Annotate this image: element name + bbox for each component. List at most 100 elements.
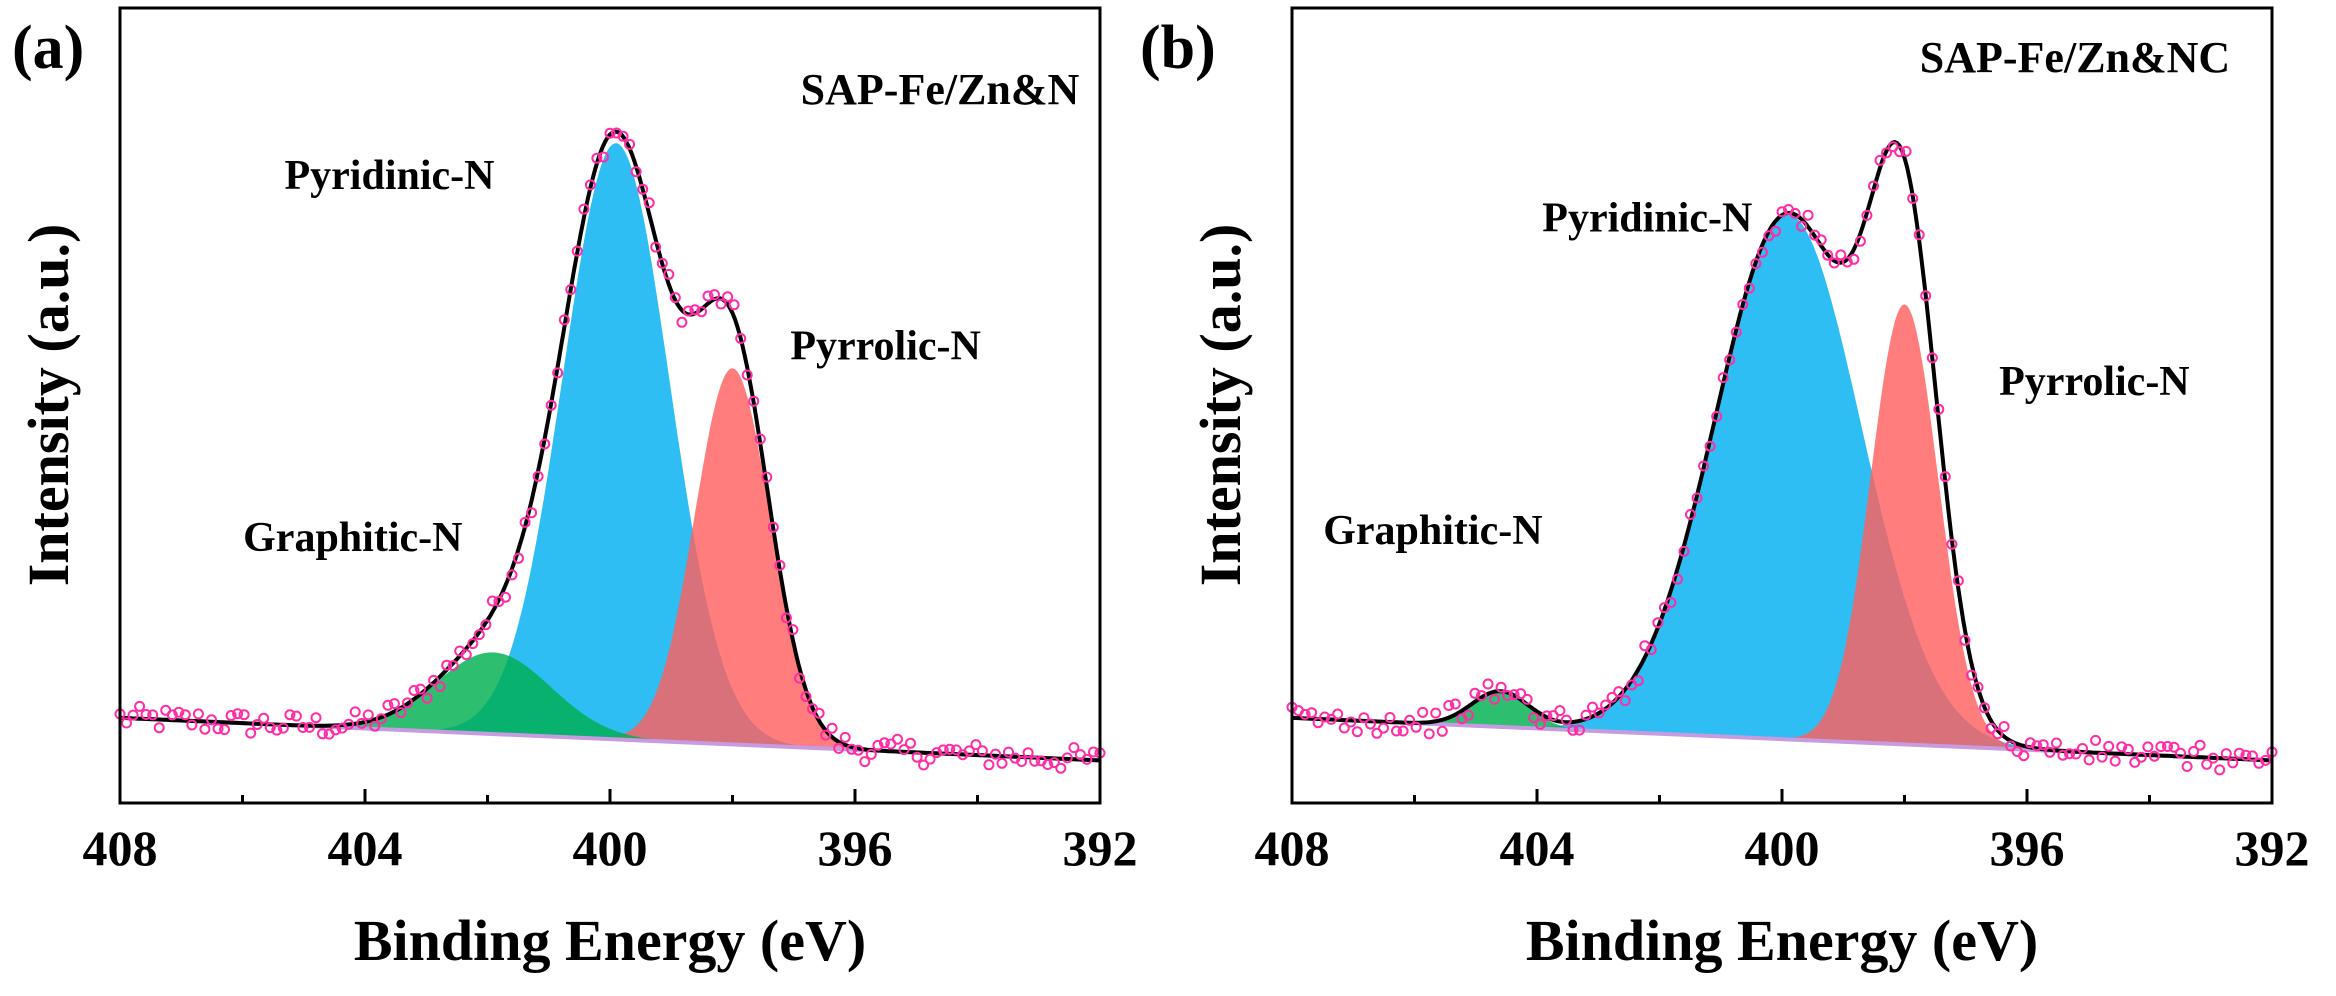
- panel-b-ticks: 408 404 400 396 392: [1255, 789, 2310, 876]
- panel-b-x-tick-label: 408: [1255, 820, 1330, 876]
- panel-a-data-point: [245, 727, 257, 739]
- panel-b-data-point: [1574, 724, 1585, 736]
- panel-b-data-point: [1907, 193, 1919, 204]
- panel-a-data-point: [539, 438, 551, 450]
- panel-b-data-point: [1449, 698, 1461, 710]
- panel-a-data-point: [284, 709, 296, 721]
- panel-a-data-point: [545, 399, 557, 411]
- panel-b-data-point: [2077, 743, 2088, 754]
- panel-b-data-point: [1776, 206, 1788, 218]
- panel-a-data-point: [277, 722, 289, 734]
- panel-a-x-tick-label: 400: [573, 820, 648, 876]
- panel-a-plot-area: [114, 127, 1106, 774]
- panel-b-data-point: [2024, 737, 2036, 749]
- panel-a-data-point: [584, 179, 596, 191]
- panel-a-data-point: [643, 197, 655, 209]
- panel-b-data-point: [2037, 739, 2049, 751]
- panel-b-data-point: [1384, 712, 1396, 723]
- panel-b-sample-label: SAP-Fe/Zn&NC: [1920, 33, 2230, 82]
- panel-b-data-point: [2148, 750, 2160, 762]
- panel-a-data-point: [513, 552, 524, 564]
- panel-a-data-point: [532, 470, 544, 482]
- panel-a-data-point: [369, 720, 381, 732]
- panel-a-data-point: [722, 291, 734, 303]
- panel-a-data-point: [153, 722, 165, 734]
- panel-b-data-point: [2155, 741, 2167, 753]
- panel-a-data-point: [578, 203, 590, 215]
- panel-b-data-point: [1685, 509, 1696, 520]
- panel-b-label-pyridinic-n: Pyridinic-N: [1542, 196, 1752, 242]
- panel-b-data-point: [2201, 758, 2213, 770]
- panel-a-fit-envelope: [119, 129, 1101, 763]
- panel-a-data-point: [251, 719, 263, 730]
- panel-a-data-point: [238, 709, 250, 721]
- panel-b-data-point: [1521, 693, 1533, 705]
- panel-b-data-point: [1319, 711, 1331, 723]
- panel-a-data-point: [604, 127, 616, 139]
- panel-a-data-point: [859, 756, 871, 768]
- panel-b-data-point: [1613, 686, 1625, 698]
- panel-a-data-point: [290, 710, 302, 722]
- panel-a-data-point: [1048, 757, 1060, 769]
- panel-a-data-point: [264, 722, 276, 734]
- panel-b-data-point: [2018, 750, 2030, 762]
- panel-a-data-point: [872, 739, 884, 751]
- panel-a-data-point: [199, 723, 211, 735]
- panel-a-data-point: [780, 612, 792, 624]
- panel-a-data-point: [709, 289, 720, 301]
- panel-b-data-point: [1462, 709, 1474, 721]
- panel-a-data-point: [212, 723, 224, 735]
- panel-b-data-point: [1835, 249, 1847, 261]
- panel-a-label: (a): [12, 14, 84, 82]
- panel-a-data-point: [839, 731, 851, 743]
- panel-b-data-point: [2175, 747, 2186, 759]
- panel-a-data-point: [702, 290, 714, 302]
- panel-a-data-point: [467, 638, 479, 650]
- panel-a-data-point: [963, 745, 975, 757]
- panel-b-data-point: [2220, 748, 2232, 760]
- panel-b-data-point: [2129, 756, 2141, 768]
- panel-b-data-point: [1959, 634, 1971, 646]
- panel-b-data-point: [1606, 691, 1618, 703]
- panel-a-data-point: [663, 268, 675, 280]
- panel-a-data-point: [911, 751, 923, 763]
- panel-a-data-point: [310, 712, 322, 724]
- panel-b-data-point: [1600, 699, 1612, 711]
- panel-b-data-point: [1848, 253, 1860, 265]
- panel-b-data-point: [1482, 678, 1494, 690]
- panel-b-data-point: [1567, 724, 1579, 736]
- panel-a-data-point: [428, 674, 440, 686]
- panel-a-data-point: [976, 745, 988, 757]
- panel-a-data-point: [741, 369, 753, 381]
- panel-b-data-point: [1554, 705, 1566, 717]
- panel-a-data-point: [271, 724, 283, 736]
- panel-a-data-point: [1022, 747, 1034, 759]
- panel-b-x-tick-label: 400: [1745, 820, 1820, 876]
- panel-b-data-point: [1436, 725, 1448, 737]
- panel-a-data-point: [650, 241, 662, 253]
- panel-b-x-tick-label: 392: [2235, 820, 2310, 876]
- panel-a-data-point: [486, 595, 498, 607]
- panel-b-data-point: [1737, 299, 1749, 310]
- panel-b-x-tick-label: 404: [1500, 820, 1575, 876]
- panel-a-data-point: [630, 166, 642, 178]
- panel-a-data-point: [434, 681, 446, 693]
- panel-b-data-point: [1515, 688, 1527, 700]
- panel-b-data-point: [2116, 741, 2128, 753]
- panel-b-data-point: [2246, 750, 2258, 762]
- panel-b-data-point: [2090, 734, 2102, 746]
- panel-a-data-point: [219, 724, 230, 736]
- panel-a-data-point: [682, 305, 694, 317]
- panel-b-data-point: [2109, 755, 2121, 767]
- panel-b-data-point: [1560, 714, 1572, 726]
- panel-a-data-point: [990, 748, 1001, 760]
- panel-b-data-point: [1619, 695, 1631, 707]
- panel-a-sample-label: SAP-Fe/Zn&N: [801, 65, 1080, 114]
- panel-a-data-point: [356, 717, 368, 729]
- panel-b-data-point: [1391, 725, 1402, 737]
- panel-b-data-point: [1332, 708, 1344, 720]
- panel-b-data-point: [1410, 721, 1422, 733]
- panel-b-data-point: [1704, 440, 1716, 452]
- panel-b-data-point: [1443, 700, 1455, 711]
- panel-a-data-point: [558, 314, 570, 326]
